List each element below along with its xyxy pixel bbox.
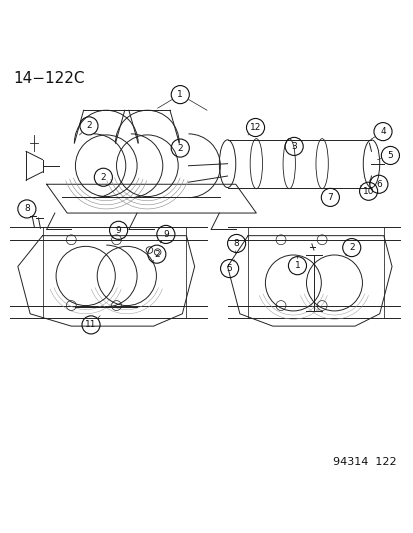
Text: 2: 2 [100, 173, 106, 182]
Text: 10: 10 [362, 187, 373, 196]
Text: 5: 5 [226, 264, 232, 273]
Text: 11: 11 [85, 320, 97, 329]
Text: 1: 1 [294, 261, 299, 270]
Text: 2: 2 [177, 143, 183, 152]
Text: 1: 1 [177, 90, 183, 99]
Text: 94314  122: 94314 122 [332, 457, 395, 467]
Text: 6: 6 [375, 180, 381, 189]
Text: 8: 8 [233, 239, 239, 248]
Text: 3: 3 [291, 142, 297, 151]
Text: 7: 7 [327, 193, 332, 202]
Text: 4: 4 [379, 127, 385, 136]
Text: 2: 2 [86, 122, 92, 131]
Text: 9: 9 [115, 226, 121, 235]
Text: 14−122C: 14−122C [14, 71, 85, 86]
Text: 12: 12 [249, 123, 261, 132]
Text: 9: 9 [163, 230, 169, 239]
Text: 2: 2 [348, 243, 354, 252]
Text: 8: 8 [24, 205, 30, 213]
Text: 5: 5 [387, 151, 392, 160]
Text: 2: 2 [154, 249, 159, 259]
